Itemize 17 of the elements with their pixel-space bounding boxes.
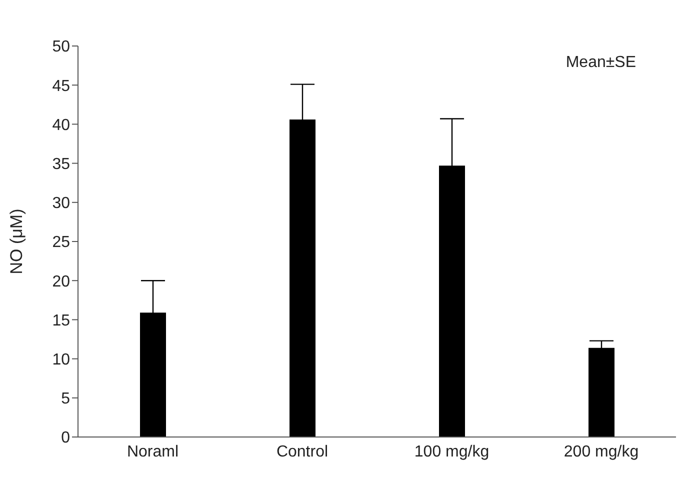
y-axis-title: NO (μM) (7, 208, 26, 274)
x-tick-label: 100 mg/kg (414, 443, 490, 460)
y-tick-label: 20 (52, 273, 70, 290)
y-tick-label: 25 (52, 234, 70, 252)
y-tick-label: 50 (52, 38, 70, 56)
y-tick-label: 40 (52, 116, 70, 134)
y-tick-label: 35 (52, 156, 70, 173)
x-tick-label: 200 mg/kg (564, 443, 639, 460)
y-tick-label: 30 (52, 195, 70, 212)
y-tick-label: 5 (61, 390, 70, 408)
y-tick-label: 45 (52, 78, 70, 95)
x-tick-label: Control (276, 443, 328, 460)
y-tick-label: 0 (61, 430, 70, 447)
y-tick-label: 15 (52, 312, 70, 330)
y-tick-label: 10 (52, 351, 70, 368)
x-tick-label: Noraml (126, 443, 179, 460)
annotation: Mean±SE (566, 54, 636, 72)
